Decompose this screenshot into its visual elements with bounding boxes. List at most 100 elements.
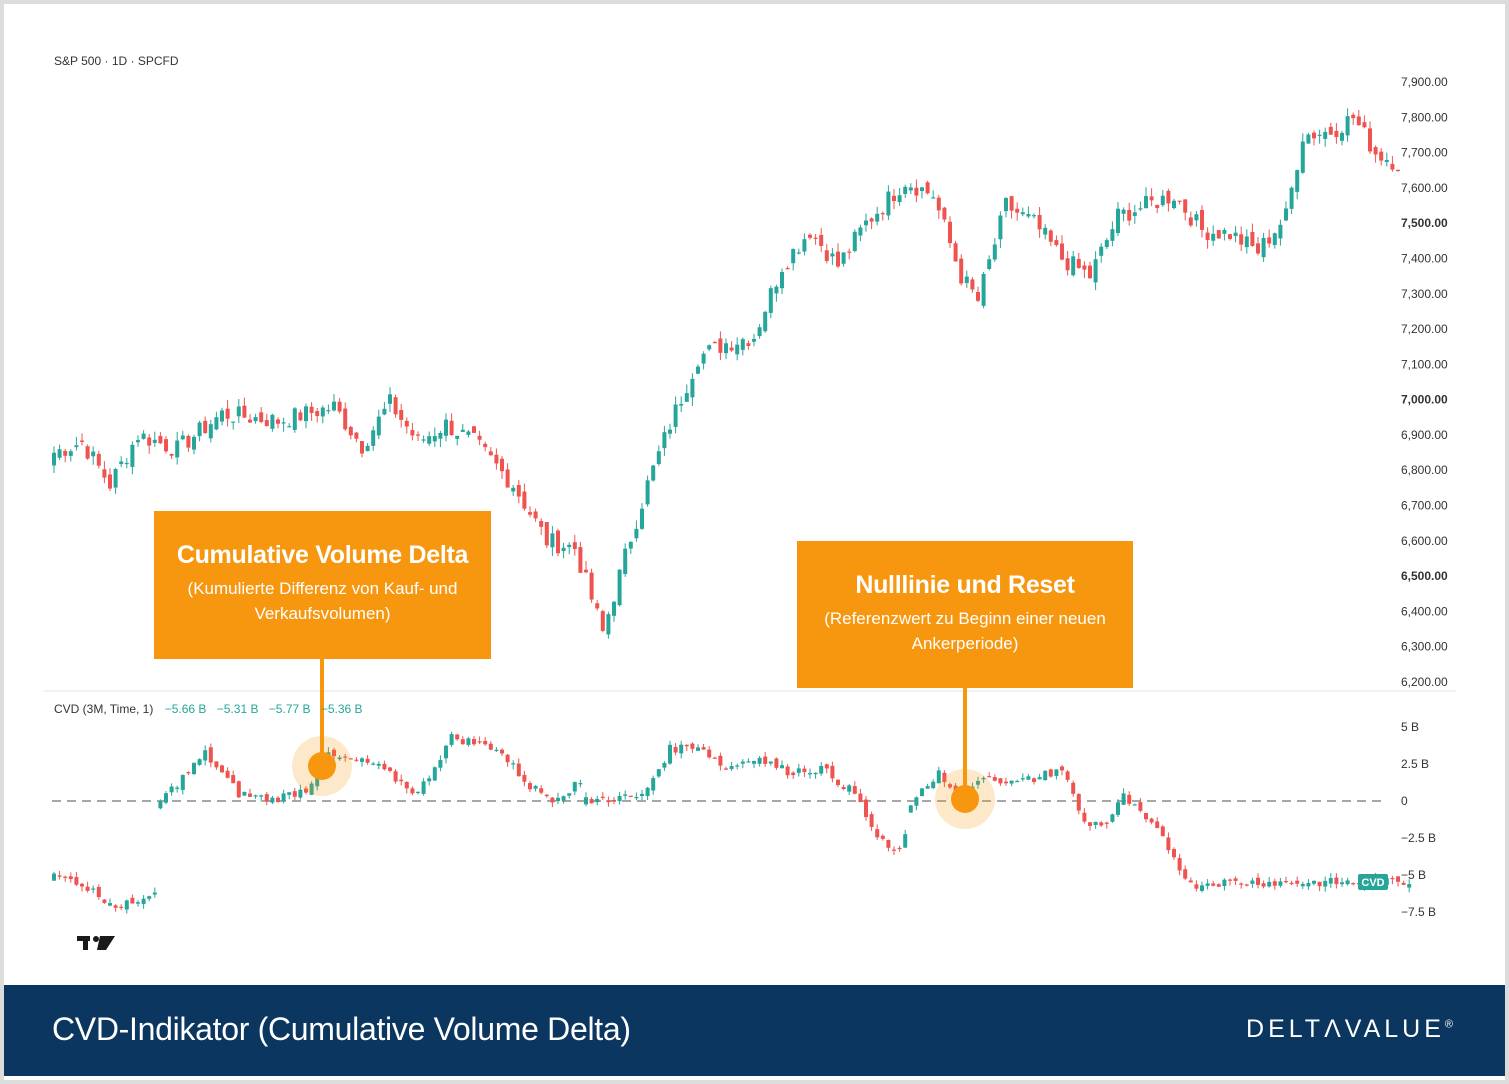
price-candles: [52, 108, 1400, 639]
price-tick-label: 6,200.00: [1401, 675, 1448, 689]
cvd-candle: [1295, 876, 1300, 887]
price-candle: [880, 211, 885, 221]
cvd-candle: [892, 846, 896, 855]
price-candle: [830, 247, 835, 265]
price-candle: [819, 227, 824, 253]
price-candle: [371, 426, 376, 451]
price-candle: [1356, 109, 1361, 127]
price-candle: [903, 184, 908, 198]
cvd-candle: [1127, 791, 1132, 806]
price-candle: [774, 284, 779, 302]
price-candle: [757, 324, 762, 339]
price-candle: [365, 443, 370, 452]
cvd-candle: [1216, 883, 1221, 888]
price-candle: [477, 430, 482, 446]
cvd-candle: [701, 743, 706, 750]
cvd-candle: [645, 786, 650, 801]
price-candle: [208, 419, 213, 443]
cvd-candle: [729, 761, 734, 771]
price-candle: [651, 464, 656, 482]
price-candle: [488, 447, 493, 456]
cvd-candle: [214, 761, 219, 770]
price-candle: [1048, 229, 1053, 246]
footer-title: CVD-Indikator (Cumulative Volume Delta): [52, 1011, 631, 1047]
cvd-candle: [572, 781, 577, 796]
cvd-candle: [724, 766, 728, 770]
cvd-tick-label: −7.5 B: [1401, 905, 1436, 919]
price-candle: [606, 611, 611, 639]
price-candle: [1328, 122, 1333, 135]
cvd-candle: [477, 736, 482, 745]
cvd-candle: [404, 781, 409, 794]
callout-zero-line: Nulllinie und Reset (Referenzwert zu Beg…: [797, 541, 1133, 688]
cvd-candle: [102, 899, 107, 904]
cvd-candle: [897, 845, 902, 852]
price-candle: [987, 255, 992, 271]
price-candle: [869, 217, 874, 230]
price-candle: [948, 216, 952, 248]
cvd-candle: [768, 761, 773, 766]
callout-marker-1: [308, 752, 336, 780]
price-candle: [690, 373, 695, 406]
cvd-candle: [511, 760, 516, 770]
price-candle: [432, 427, 437, 447]
cvd-candle: [180, 774, 185, 795]
price-candle: [763, 310, 768, 333]
price-tick-label: 7,900.00: [1401, 75, 1448, 89]
cvd-candle: [455, 733, 460, 741]
cvd-candle: [712, 756, 717, 759]
cvd-candle: [1026, 773, 1031, 781]
cvd-candle: [908, 804, 913, 813]
cvd-candle: [1284, 876, 1288, 884]
price-candle: [1267, 229, 1272, 248]
price-candle: [393, 394, 398, 418]
price-candle: [556, 528, 560, 557]
price-candle: [992, 238, 997, 262]
price-candle: [1233, 225, 1238, 243]
footer-bar: CVD-Indikator (Cumulative Volume Delta) …: [4, 985, 1505, 1076]
cvd-candle: [1104, 821, 1109, 829]
cvd-candle: [1328, 873, 1333, 888]
cvd-candle: [1166, 832, 1171, 854]
cvd-candle: [869, 811, 874, 832]
cvd-candle: [925, 783, 930, 789]
price-candle: [270, 413, 275, 432]
price-candle: [612, 600, 616, 622]
cvd-candle: [1054, 769, 1059, 780]
price-candle: [68, 449, 73, 462]
cvd-candle: [1211, 880, 1216, 887]
cvd-candle: [360, 757, 364, 767]
price-candle: [964, 270, 969, 288]
cvd-candle: [1004, 777, 1008, 786]
price-candle: [684, 384, 689, 402]
price-candle: [1020, 207, 1025, 217]
price-candle: [936, 195, 941, 219]
price-candle: [1177, 200, 1182, 205]
price-candle: [1194, 211, 1199, 227]
chart-frame: 6,200.00 6,300.00 6,400.00 6,500.00 6,600.00…: [4, 4, 1505, 1080]
price-candle: [841, 252, 846, 267]
price-candle: [959, 254, 964, 286]
price-candle: [281, 417, 286, 432]
price-tick-label: 6,400.00: [1401, 604, 1448, 618]
price-candle: [466, 429, 471, 438]
cvd-candle: [819, 762, 824, 776]
cvd-candle: [130, 894, 135, 904]
price-candle: [791, 248, 796, 271]
price-candle: [315, 407, 320, 423]
price-candle: [752, 334, 756, 347]
cvd-candle: [998, 777, 1003, 786]
cvd-candle: [1076, 793, 1081, 815]
price-candle: [410, 423, 415, 441]
price-candle: [1205, 227, 1210, 249]
price-candle: [1015, 202, 1020, 221]
cvd-candle: [1155, 817, 1160, 829]
price-candle: [673, 396, 678, 434]
price-candle: [57, 444, 62, 461]
cvd-candle: [584, 792, 588, 807]
cvd-candle: [427, 775, 432, 786]
price-candle: [1060, 235, 1064, 261]
price-candle: [1104, 238, 1109, 250]
price-candle: [595, 600, 600, 611]
price-candle: [892, 188, 896, 210]
